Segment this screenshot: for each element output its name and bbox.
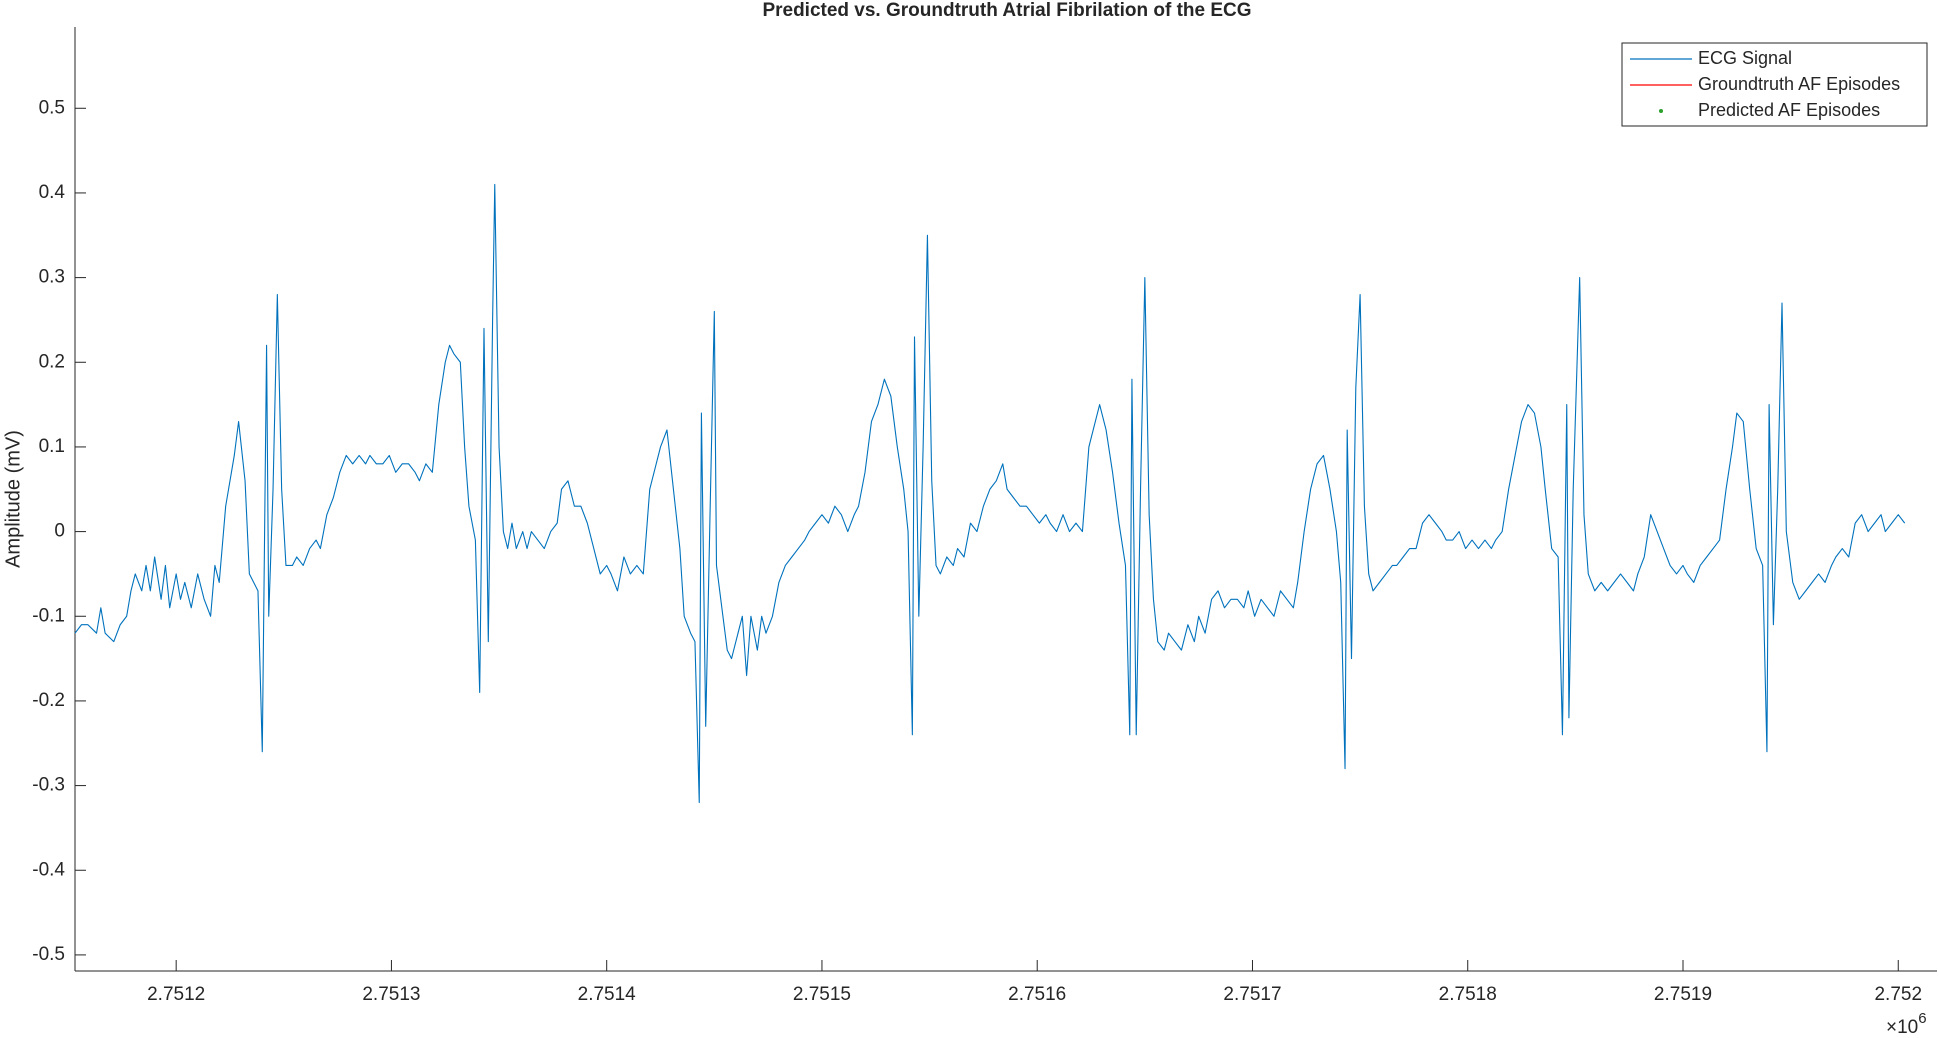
y-tick-label: -0.1 (32, 605, 65, 626)
x-tick-label: 2.7517 (1223, 984, 1281, 1005)
x-tick-label: 2.7516 (1008, 984, 1066, 1005)
y-tick-label: -0.5 (32, 944, 65, 965)
x-multiplier: ×106 (1886, 1010, 1927, 1038)
legend-marker (1659, 109, 1663, 113)
x-multiplier-base: ×10 (1886, 1017, 1918, 1038)
x-multiplier-exponent: 6 (1918, 1010, 1926, 1027)
y-tick-label: -0.4 (32, 859, 65, 880)
ecg-line (74, 183, 1906, 804)
legend: ECG Signal Groundtruth AF Episodes Predict… (1621, 42, 1928, 127)
x-tick-label: 2.7513 (362, 984, 420, 1005)
y-tick-label: 0.2 (39, 351, 65, 372)
legend-label: ECG Signal (1698, 48, 1792, 68)
y-axis-label: Amplitude (mV) (2, 430, 24, 568)
y-tick-label: 0.1 (39, 436, 65, 457)
x-tick-label: 2.7519 (1654, 984, 1712, 1005)
y-tick-label: 0.5 (39, 97, 65, 118)
y-tick-label: -0.2 (32, 690, 65, 711)
y-tick-label: 0 (54, 521, 65, 542)
y-tick-label: -0.3 (32, 775, 65, 796)
x-tick-label: 2.7514 (578, 984, 637, 1005)
x-tick-label: 2.7515 (793, 984, 851, 1005)
y-tick-label: 0.3 (39, 267, 65, 288)
x-tick-label: 2.7512 (147, 984, 205, 1005)
legend-label: Predicted AF Episodes (1698, 100, 1880, 120)
x-tick-label: 2.752 (1874, 984, 1922, 1005)
x-tick-label: 2.7518 (1439, 984, 1497, 1005)
y-tick-label: 0.4 (39, 182, 66, 203)
chart-title: Predicted vs. Groundtruth Atrial Fibrila… (762, 0, 1251, 21)
legend-label: Groundtruth AF Episodes (1698, 74, 1900, 94)
